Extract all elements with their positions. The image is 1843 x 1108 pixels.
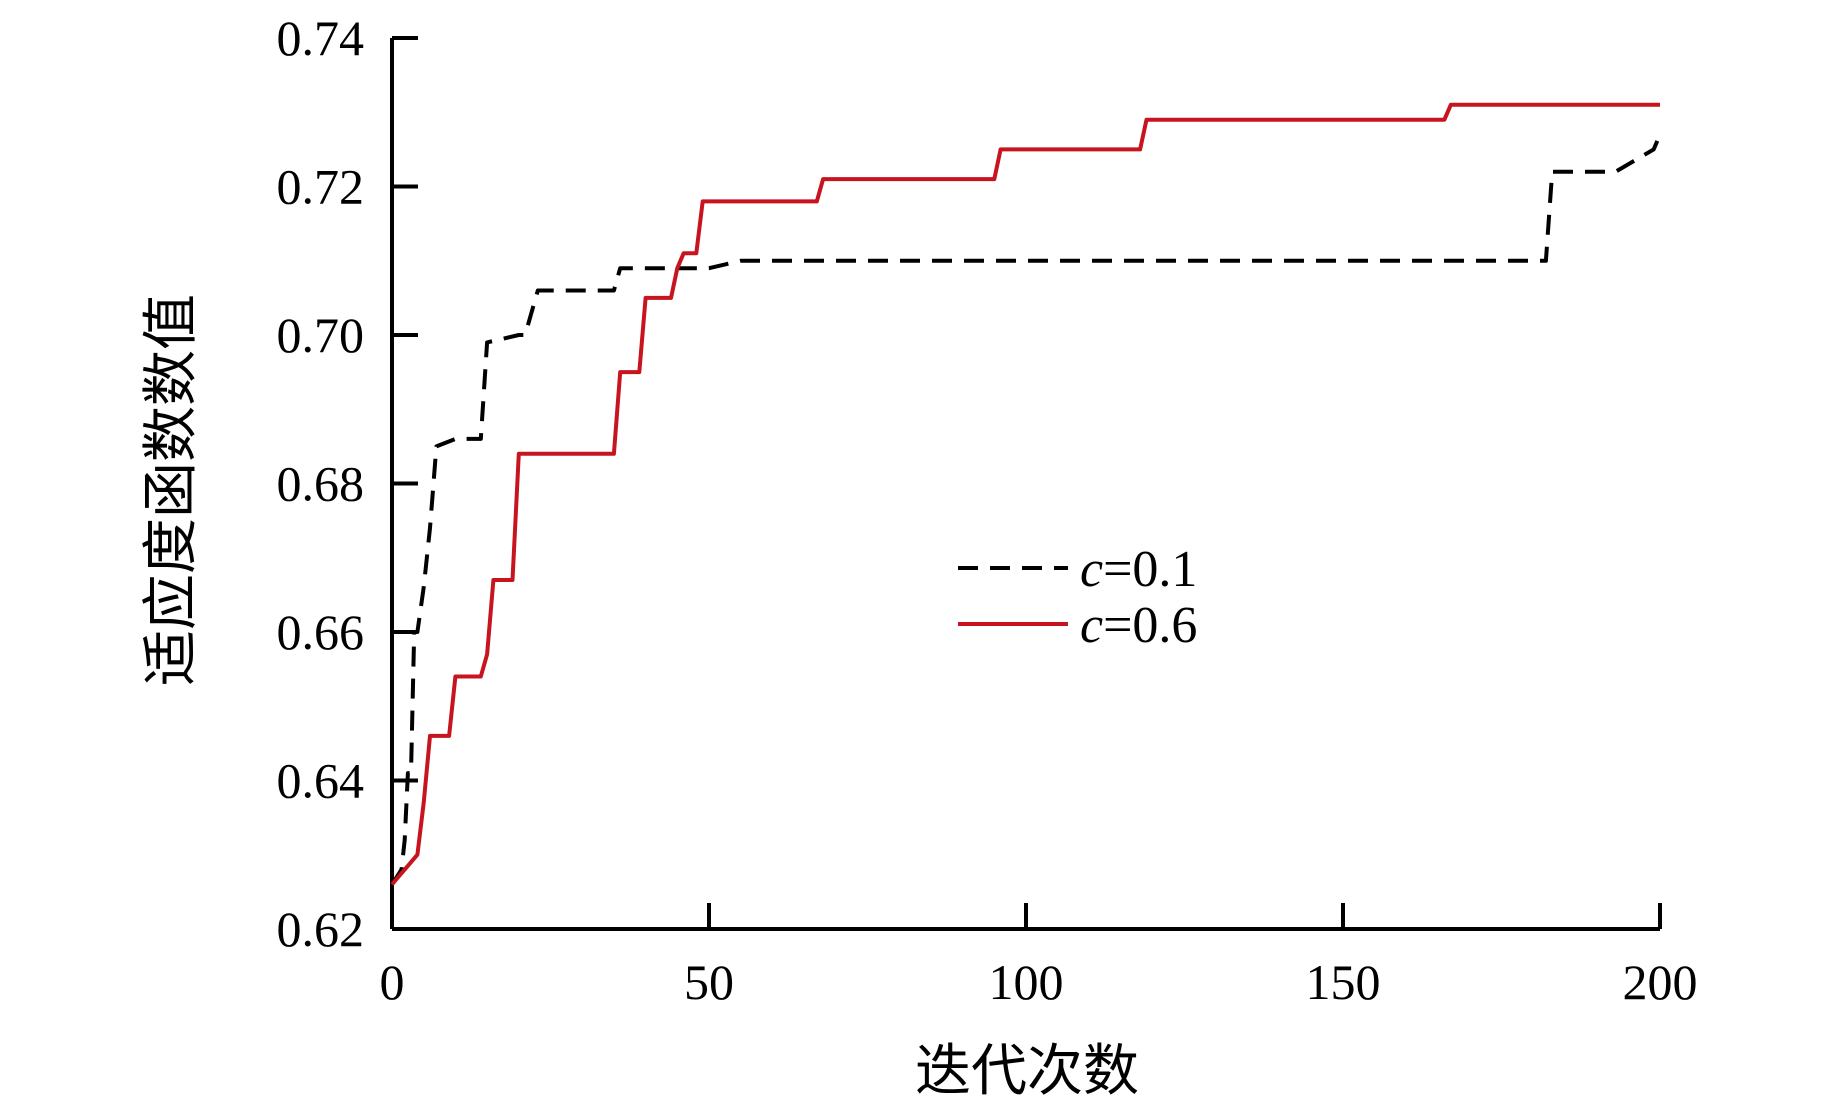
y-tick-label: 0.66 — [277, 604, 365, 660]
x-axis-title: 迭代次数 — [915, 1039, 1139, 1104]
legend: c=0.1c=0.6 — [958, 541, 1197, 654]
x-tick-label: 100 — [989, 954, 1064, 1010]
x-tick-label: 150 — [1306, 954, 1381, 1010]
series-line-2 — [390, 102, 1660, 886]
series-line-1 — [390, 133, 1662, 886]
y-tick-label: 0.68 — [277, 456, 365, 512]
series-lines — [390, 102, 1662, 886]
y-tick-label: 0.64 — [277, 753, 365, 809]
legend-label-2: c=0.6 — [1080, 597, 1197, 654]
x-tick-label: 0 — [380, 954, 405, 1010]
y-axis-title: 适应度函数数值 — [139, 294, 204, 686]
legend-label-1: c=0.1 — [1080, 541, 1197, 598]
plot-area: 0.62 0.64 0.66 0.68 0.70 0.72 0.74 0 50 100 150 20… — [277, 10, 1698, 1010]
x-tick-label: 200 — [1623, 954, 1698, 1010]
y-tick-label: 0.70 — [277, 307, 365, 363]
y-axis-ticks: 0.62 0.64 0.66 0.68 0.70 0.72 0.74 — [277, 10, 418, 957]
x-axis-ticks: 0 50 100 150 200 — [380, 903, 1698, 1010]
y-tick-label: 0.62 — [277, 901, 365, 957]
y-tick-label: 0.74 — [277, 10, 365, 66]
x-tick-label: 50 — [684, 954, 734, 1010]
y-tick-label: 0.72 — [277, 159, 365, 215]
